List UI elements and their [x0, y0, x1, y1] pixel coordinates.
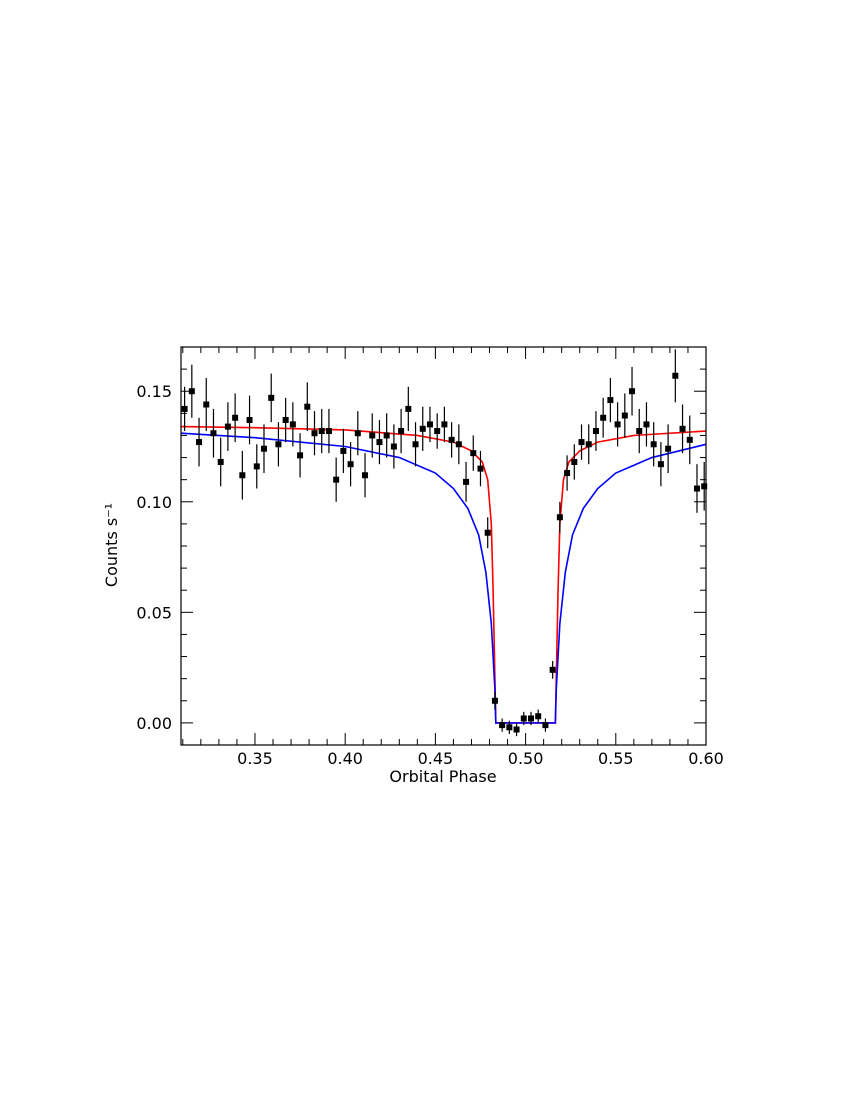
data-point — [600, 414, 607, 421]
data-point — [390, 443, 397, 450]
data-point — [571, 458, 578, 465]
data-point — [463, 478, 470, 485]
data-point — [672, 372, 679, 379]
data-point — [636, 428, 643, 435]
data-point — [181, 405, 188, 412]
data-point — [564, 470, 571, 477]
x-tick-label: 0.50 — [508, 749, 544, 768]
data-point — [455, 441, 462, 448]
data-point — [217, 458, 224, 465]
data-point — [253, 463, 260, 470]
data-point — [542, 722, 549, 729]
data-point — [347, 461, 354, 468]
data-point — [657, 461, 664, 468]
data-point — [701, 483, 708, 490]
data-point — [686, 436, 693, 443]
data-point — [520, 715, 527, 722]
data-point — [693, 485, 700, 492]
data-point — [434, 428, 441, 435]
data-point — [513, 726, 520, 733]
data-point — [614, 421, 621, 428]
data-point — [535, 713, 542, 720]
data-point — [239, 472, 246, 479]
data-point — [354, 430, 361, 437]
data-point — [549, 666, 556, 673]
data-point — [592, 428, 599, 435]
data-point — [304, 403, 311, 410]
y-axis-label: Counts s⁻¹ — [102, 503, 121, 587]
data-point — [210, 430, 217, 437]
data-point — [405, 405, 412, 412]
x-tick-label: 0.60 — [688, 749, 724, 768]
data-point — [448, 436, 455, 443]
data-point — [470, 450, 477, 457]
x-tick-label: 0.55 — [598, 749, 634, 768]
data-point — [643, 421, 650, 428]
model-line — [180, 425, 707, 724]
data-point — [369, 432, 376, 439]
data-point — [340, 447, 347, 454]
model-line — [180, 432, 707, 724]
data-point — [665, 445, 672, 452]
data-point — [398, 428, 405, 435]
data-point — [275, 441, 282, 448]
data-point — [333, 476, 340, 483]
data-point — [499, 722, 506, 729]
x-tick-label: 0.35 — [237, 749, 273, 768]
y-tick-label: 0.15 — [136, 382, 172, 401]
data-point — [260, 445, 267, 452]
y-tick-label: 0.00 — [136, 714, 172, 733]
data-point — [268, 394, 275, 401]
data-point — [491, 697, 498, 704]
data-point — [232, 414, 239, 421]
data-point — [311, 430, 318, 437]
data-point — [419, 425, 426, 432]
data-point — [282, 416, 289, 423]
x-tick-label: 0.40 — [327, 749, 363, 768]
data-point — [679, 425, 686, 432]
data-point — [362, 472, 369, 479]
data-point — [556, 514, 563, 521]
data-point — [325, 428, 332, 435]
data-point — [426, 421, 433, 428]
data-point — [607, 397, 614, 404]
x-axis-label: Orbital Phase — [389, 767, 496, 786]
data-point — [318, 428, 325, 435]
plot-frame — [180, 346, 707, 746]
data-point — [297, 452, 304, 459]
data-point — [528, 715, 534, 722]
data-point — [650, 441, 657, 448]
data-point — [506, 724, 513, 731]
data-point — [412, 441, 419, 448]
data-point — [629, 388, 636, 395]
data-point — [578, 439, 585, 446]
data-point — [441, 421, 448, 428]
data-point — [246, 416, 253, 423]
data-point — [484, 529, 491, 536]
data-point — [224, 423, 231, 430]
data-point — [383, 432, 390, 439]
y-tick-label: 0.10 — [136, 493, 172, 512]
data-point — [203, 401, 210, 408]
data-point — [585, 441, 592, 448]
data-point — [289, 421, 296, 428]
x-tick-label: 0.45 — [418, 749, 454, 768]
data-point — [376, 439, 383, 446]
data-point — [196, 439, 203, 446]
data-point — [621, 412, 628, 419]
y-tick-label: 0.05 — [136, 603, 172, 622]
data-point — [477, 465, 484, 472]
